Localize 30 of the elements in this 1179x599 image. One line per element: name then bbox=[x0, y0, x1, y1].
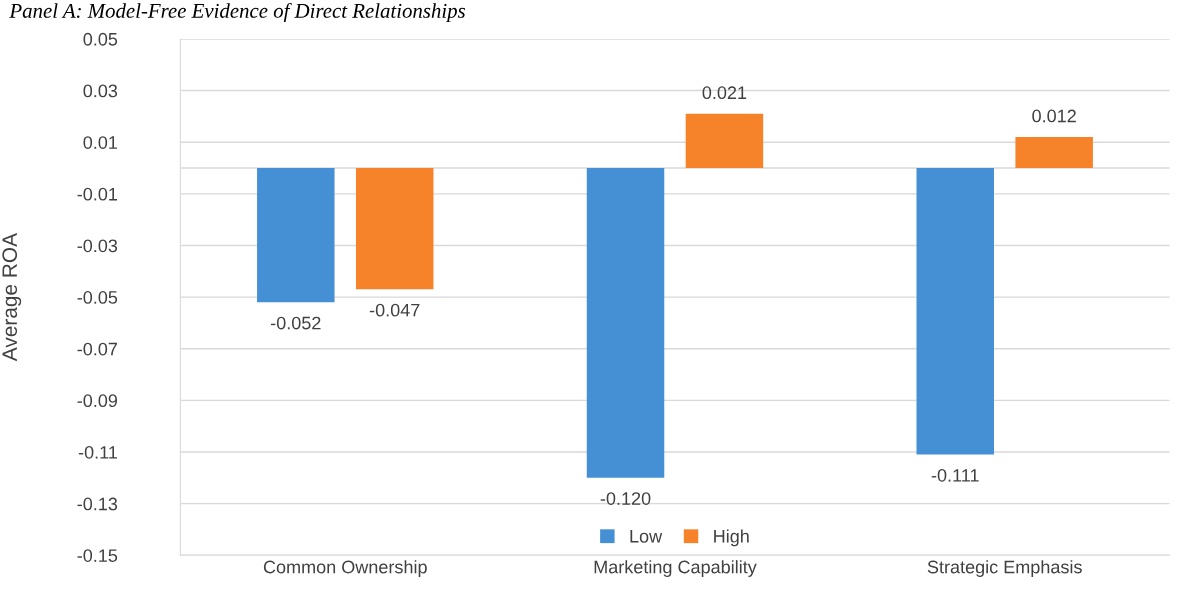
bar bbox=[586, 168, 665, 478]
chart-title: Panel A: Model-Free Evidence of Direct Relationships bbox=[9, 3, 466, 23]
y-tick-label: -0.07 bbox=[77, 342, 117, 356]
bar bbox=[257, 168, 335, 303]
y-tick-label: -0.03 bbox=[77, 239, 118, 253]
y-tick-label: -0.13 bbox=[77, 497, 118, 511]
data-label: -0.047 bbox=[369, 303, 420, 317]
y-tick-label: -0.01 bbox=[77, 187, 118, 201]
bar bbox=[916, 168, 994, 455]
x-tick-label: Common Ownership bbox=[263, 560, 427, 577]
data-label: -0.111 bbox=[931, 468, 979, 482]
y-tick-label: -0.11 bbox=[78, 445, 118, 459]
y-tick-label: -0.15 bbox=[77, 549, 118, 562]
y-tick-label: -0.05 bbox=[77, 291, 118, 304]
y-axis-title: Average ROA bbox=[2, 233, 22, 362]
bar bbox=[685, 113, 764, 169]
data-label: 0.021 bbox=[702, 86, 747, 100]
data-label: -0.120 bbox=[600, 492, 651, 505]
y-tick-label: 0.03 bbox=[83, 84, 118, 98]
data-label: -0.052 bbox=[271, 316, 321, 330]
y-tick-label: 0.05 bbox=[83, 32, 118, 46]
y-tick-label: -0.09 bbox=[77, 394, 118, 408]
bar bbox=[355, 168, 434, 290]
bar bbox=[1015, 137, 1093, 169]
y-tick-label: 0.01 bbox=[83, 136, 118, 149]
x-tick-label: Marketing Capability bbox=[594, 560, 757, 577]
x-tick-label: Strategic Emphasis bbox=[927, 560, 1082, 577]
data-label: 0.012 bbox=[1032, 109, 1076, 123]
legend-label: High bbox=[714, 529, 749, 547]
legend-label: Low bbox=[630, 530, 663, 543]
